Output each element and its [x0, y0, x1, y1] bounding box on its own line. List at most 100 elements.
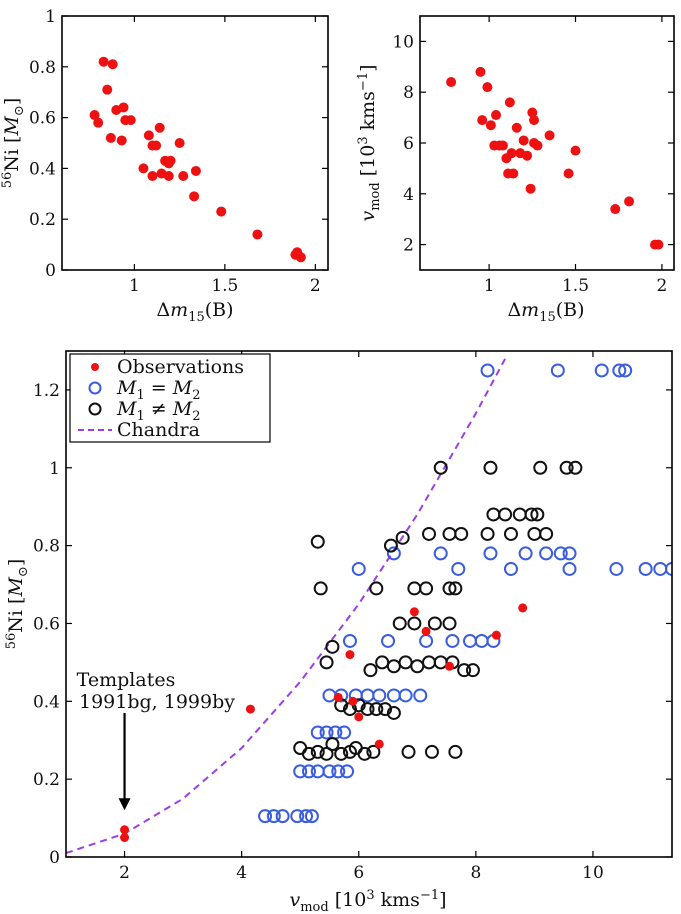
unequal-mass-model-point — [527, 526, 542, 541]
equal-mass-model-point — [433, 546, 448, 561]
templates-annotation-line1: Templates — [77, 669, 176, 691]
y-tick-label: 6 — [403, 134, 414, 154]
x-tick-label: 8 — [470, 863, 481, 883]
unequal-mass-model-point — [457, 663, 472, 678]
equal-mass-model-point — [463, 633, 477, 648]
observation-point — [518, 603, 528, 613]
data-point — [165, 155, 176, 166]
equal-mass-model-point — [638, 561, 653, 576]
x-tick-label: 4 — [236, 863, 247, 883]
data-point — [570, 145, 581, 156]
unequal-mass-model-point — [480, 526, 495, 541]
unequal-mass-model-point — [530, 507, 545, 522]
equal-mass-model-point — [372, 688, 387, 703]
y-tick-label: 2 — [403, 236, 414, 256]
templates-annotation-line2: 1991bg, 1999by — [79, 691, 235, 713]
data-point — [143, 130, 154, 141]
data-point — [506, 148, 517, 159]
unequal-mass-model-point — [293, 741, 308, 756]
panel-ni-vs-dm15: 1 1.5 2 0 0.2 0.4 0.6 0.8 1 Δm15(B) 56Ni [M⊙] — [0, 7, 329, 325]
y-tick-label: 0.2 — [29, 210, 56, 230]
panel-b-ylabel: vmod [103 kms−1] — [356, 64, 383, 221]
unequal-mass-model-point — [386, 705, 401, 720]
unequal-mass-model-point — [401, 744, 416, 759]
y-tick-label: 0.4 — [29, 159, 56, 179]
unequal-mass-model-point — [395, 530, 410, 545]
equal-mass-model-point — [301, 764, 316, 779]
equal-mass-model-point — [413, 688, 428, 703]
equal-mass-model-point — [319, 725, 334, 740]
y-tick-label: 8 — [403, 83, 414, 103]
unequal-mass-model-point — [442, 526, 457, 541]
equal-mass-model-point — [609, 561, 624, 576]
unequal-mass-model-point — [559, 460, 574, 475]
unequal-mass-model-point — [533, 460, 548, 475]
unequal-mass-model-point — [378, 702, 393, 717]
unequal-mass-model-point — [325, 639, 340, 654]
chandra-trend-line — [66, 358, 506, 855]
panel-c-ticks: 2 4 6 8 10 0 0.2 0.4 0.6 0.8 1 1.2 — [33, 351, 672, 883]
equal-mass-model-point — [337, 725, 352, 740]
data-point — [544, 130, 555, 141]
equal-mass-model-point — [474, 633, 489, 648]
legend-marker-observations — [91, 363, 99, 371]
equal-mass-model-point — [304, 809, 319, 824]
panel-ni-vs-vmod: 2 4 6 8 10 0 0.2 0.4 0.6 0.8 1 1.2 vmod [103 kms−1]… — [4, 350, 673, 914]
data-point — [477, 115, 488, 126]
equal-mass-model-point — [386, 546, 401, 561]
observation-point — [354, 712, 364, 722]
data-point — [504, 97, 515, 108]
data-point — [118, 102, 129, 113]
panel-c-points — [66, 358, 672, 855]
panel-c-ylabel: 56Ni [M⊙] — [4, 559, 31, 650]
data-point — [624, 196, 635, 207]
data-point — [610, 204, 621, 215]
unequal-mass-model-point — [325, 737, 340, 752]
x-tick-label: 2 — [310, 276, 321, 296]
unequal-mass-model-point — [486, 507, 501, 522]
y-tick-label: 0.6 — [33, 614, 60, 634]
data-point — [105, 132, 116, 143]
equal-mass-model-point — [290, 809, 305, 824]
y-tick-label: 1 — [49, 459, 60, 479]
equal-mass-model-point — [562, 561, 577, 576]
equal-mass-model-point — [322, 764, 337, 779]
data-point — [89, 110, 100, 121]
observation-point — [245, 704, 255, 714]
unequal-mass-model-point — [503, 526, 518, 541]
x-tick-label: 2 — [119, 863, 130, 883]
equal-mass-model-point — [360, 688, 375, 703]
panel-a-ylabel: 56Ni [M⊙] — [0, 98, 27, 189]
unequal-mass-model-point — [319, 655, 334, 670]
y-tick-label: 0.6 — [29, 109, 56, 129]
equal-mass-model-point — [539, 546, 554, 561]
unequal-mass-model-point — [419, 581, 434, 596]
y-tick-label: 4 — [403, 185, 414, 205]
equal-mass-model-point — [553, 546, 568, 561]
x-tick-label: 2 — [656, 276, 667, 296]
equal-mass-model-point — [293, 764, 308, 779]
unequal-mass-model-point — [433, 460, 448, 475]
unequal-mass-model-point — [301, 746, 316, 761]
legend: Observations M1 = M2 M1 ≠ M2 Chandra — [69, 353, 271, 443]
equal-mass-model-point — [310, 764, 325, 779]
y-tick-label: 0.2 — [33, 770, 60, 790]
unequal-mass-model-point — [410, 659, 425, 674]
panel-b-ticks: 1 1.5 2 2 4 6 8 10 — [392, 16, 674, 296]
equal-mass-model-point — [266, 809, 281, 824]
equal-mass-model-point — [518, 546, 533, 561]
panel-c-frame — [65, 350, 673, 858]
observation-point — [333, 692, 343, 702]
panel-a-points — [89, 56, 306, 263]
legend-marker-equal-mass — [88, 381, 102, 395]
unequal-mass-model-point — [448, 744, 463, 759]
equal-mass-model-point — [550, 363, 565, 378]
data-point — [529, 115, 540, 126]
x-tick-label: 1.5 — [562, 276, 589, 296]
unequal-mass-model-point — [422, 526, 437, 541]
observation-point — [120, 825, 130, 835]
data-point — [216, 206, 227, 217]
unequal-mass-model-point — [512, 507, 527, 522]
unequal-mass-model-point — [539, 526, 554, 541]
